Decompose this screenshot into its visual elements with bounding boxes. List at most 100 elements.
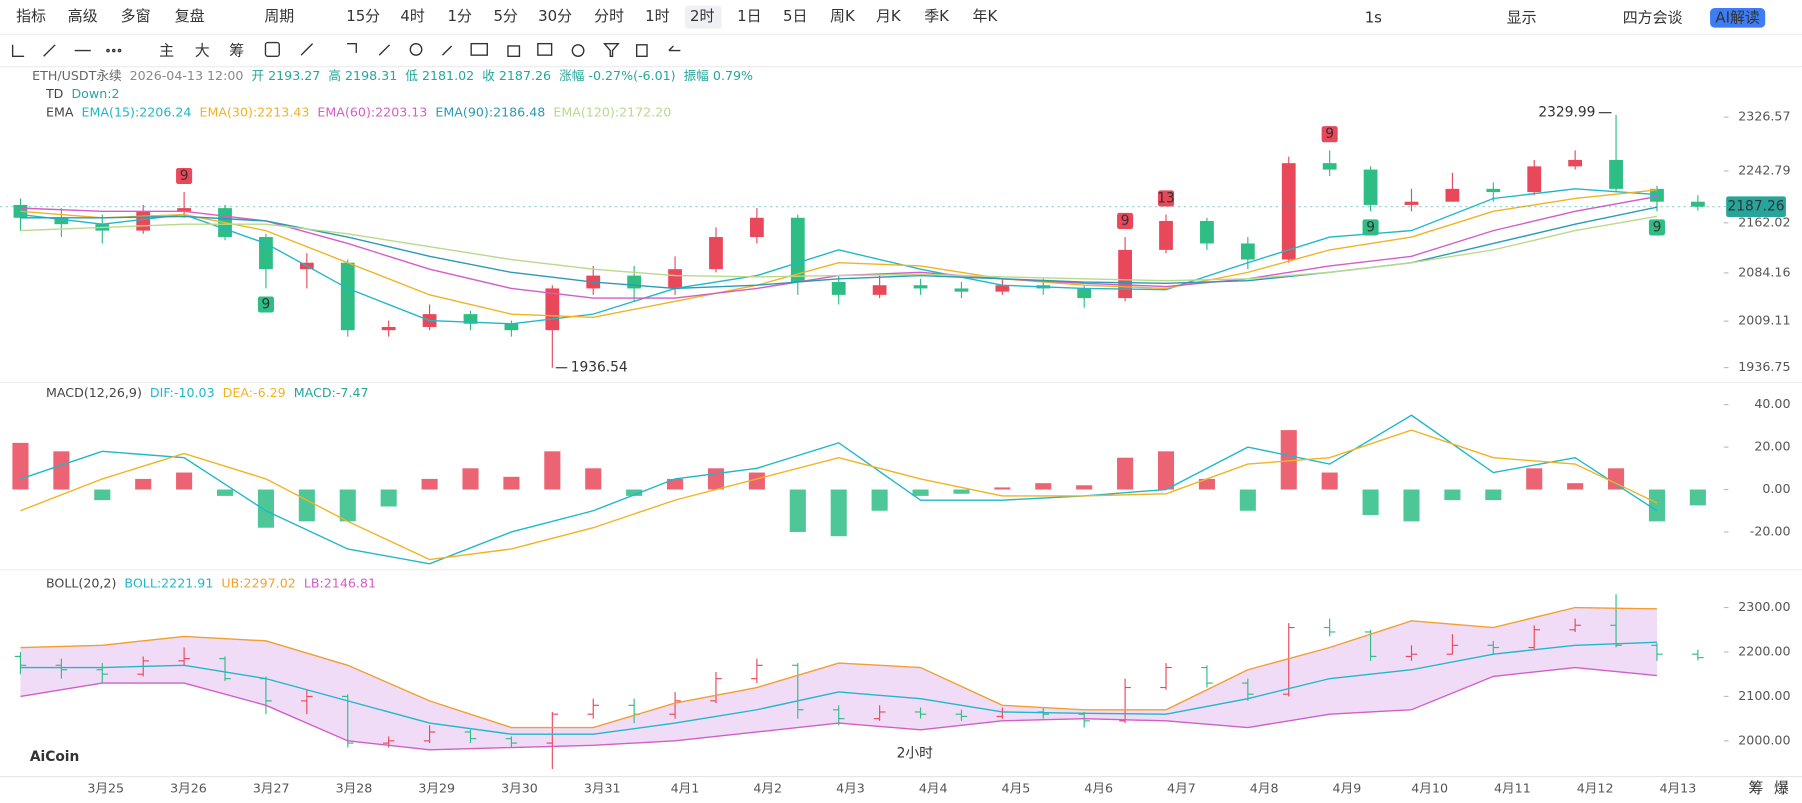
toolbar-item[interactable]: 4时 xyxy=(400,7,424,25)
side-button[interactable]: 爆 xyxy=(1774,779,1789,797)
candle-body xyxy=(872,285,887,295)
x-tick-label: 4月9 xyxy=(1333,781,1362,796)
legend-item: 涨幅 -0.27%(-6.01) xyxy=(559,67,675,82)
macd-bar xyxy=(1157,451,1175,490)
last-price-tag xyxy=(1726,196,1786,218)
y-tick-label: 2084.16 xyxy=(1738,264,1790,279)
indicator-line xyxy=(20,188,1658,325)
toolbar-item[interactable]: 1s xyxy=(1365,8,1382,26)
candle-body xyxy=(1650,188,1664,202)
candle-body xyxy=(1690,201,1705,207)
toolbar-item[interactable]: 四方会谈 xyxy=(1623,8,1683,26)
candle-body xyxy=(463,314,478,324)
side-button[interactable]: 筹 xyxy=(1749,779,1764,797)
last-price: 2187.26 xyxy=(1728,199,1785,215)
toolbar-item[interactable]: 1日 xyxy=(737,7,761,25)
indicator-toggle[interactable]: 大 xyxy=(195,42,210,60)
candle-body xyxy=(504,323,519,331)
candle-body xyxy=(627,275,642,289)
candle-body xyxy=(1077,288,1092,299)
toolbar-item[interactable]: 年K xyxy=(973,7,999,25)
toolbar-item[interactable]: 复盘 xyxy=(175,7,205,25)
candle-body xyxy=(1486,188,1501,193)
toolbar-item[interactable]: 1分 xyxy=(447,7,471,25)
toolbar-item[interactable]: 周期 xyxy=(264,7,294,25)
candle-body xyxy=(749,217,764,238)
legend-item: DEA:-6.29 xyxy=(223,384,286,399)
td-marker-label: 9 xyxy=(1653,219,1662,235)
watermark: AiCoin xyxy=(30,749,79,765)
toolbar-item[interactable]: 1时 xyxy=(645,7,669,25)
macd-bar xyxy=(994,487,1011,490)
macd-bar xyxy=(626,489,643,496)
y-tick-label: 0.00 xyxy=(1762,481,1790,496)
toolbar-item[interactable]: 显示 xyxy=(1507,8,1537,26)
indicator-toggle[interactable]: 筹 xyxy=(229,42,244,60)
toolbar-item[interactable]: 15分 xyxy=(346,7,380,25)
toolbar-item[interactable]: 2时 xyxy=(690,7,714,25)
x-tick-label: 3月25 xyxy=(87,781,124,796)
y-tick-label: 2242.79 xyxy=(1738,163,1790,178)
candle-body xyxy=(1240,243,1255,260)
low-annotation: 1936.54 xyxy=(571,360,628,376)
macd-bar xyxy=(1198,478,1215,490)
macd-bar xyxy=(1689,489,1706,506)
macd-bar xyxy=(339,489,356,522)
candle-body xyxy=(1200,220,1214,244)
legend-item: 振幅 0.79% xyxy=(684,67,753,82)
x-tick-label: 4月13 xyxy=(1660,781,1697,796)
toolbar-item[interactable]: 月K xyxy=(876,7,902,25)
candle-body xyxy=(545,288,560,331)
y-tick-label: 2000.00 xyxy=(1738,732,1790,747)
toolbar-item[interactable]: 分时 xyxy=(594,7,624,25)
candle-body xyxy=(1527,166,1542,193)
macd-bar xyxy=(1567,483,1584,490)
toolbar-item[interactable]: 季K xyxy=(924,7,950,25)
td-marker-label: 9 xyxy=(180,168,189,184)
legend-item: 开 2193.27 xyxy=(251,67,320,82)
macd-bar xyxy=(748,472,765,490)
x-tick-label: 4月1 xyxy=(671,781,700,796)
x-tick-label: 3月31 xyxy=(584,781,621,796)
macd-bar xyxy=(1076,485,1093,490)
toolbar-item[interactable]: 周K xyxy=(830,7,856,25)
indicator-line xyxy=(20,189,1658,319)
legend-item: EMA(120):2172.20 xyxy=(553,104,671,119)
candle-body xyxy=(709,237,723,270)
td-marker xyxy=(176,167,193,185)
macd-bar xyxy=(53,451,70,490)
toolbar-item[interactable]: 多窗 xyxy=(121,7,151,25)
toolbar-item[interactable]: 5分 xyxy=(493,7,517,25)
macd-bar xyxy=(789,489,806,532)
toolbar-item[interactable]: 高级 xyxy=(68,7,98,25)
x-tick-label: 4月5 xyxy=(1002,781,1031,796)
candle-body xyxy=(1281,163,1296,260)
indicator-toggle[interactable]: 主 xyxy=(159,42,174,60)
candle-body xyxy=(136,211,151,231)
drawing-tools[interactable] xyxy=(11,41,681,57)
macd-bar xyxy=(1444,489,1461,501)
toolbar-item[interactable]: 5日 xyxy=(783,7,807,25)
macd-bar xyxy=(1035,483,1052,490)
y-tick-label: 2300.00 xyxy=(1738,599,1790,614)
toolbar-item[interactable]: 指标 xyxy=(16,7,46,25)
macd-bar xyxy=(1608,468,1625,490)
toolbar-item[interactable]: 30分 xyxy=(538,7,572,25)
boll-band xyxy=(20,607,1657,750)
toolbar-item[interactable]: AI解读 xyxy=(1715,8,1760,26)
macd-bar xyxy=(257,489,274,528)
y-tick-label: 40.00 xyxy=(1754,396,1790,411)
legend-row: BOLL(20,2) BOLL:2221.91 UB:2297.02 LB:2146.… xyxy=(46,575,376,590)
legend-item: EMA(90):2186.48 xyxy=(435,104,545,119)
ai-button[interactable] xyxy=(1710,8,1766,28)
td-marker xyxy=(1157,190,1175,207)
td-marker-label: 9 xyxy=(1121,213,1130,229)
y-tick-label: 2009.11 xyxy=(1738,313,1790,328)
macd-bar xyxy=(871,489,888,511)
macd-bar xyxy=(544,451,561,490)
macd-bar xyxy=(1485,489,1502,501)
x-tick-label: 3月26 xyxy=(170,781,207,796)
legend-item: ETH/USDT永续 xyxy=(32,67,122,82)
legend-item: 低 2181.02 xyxy=(405,67,474,82)
